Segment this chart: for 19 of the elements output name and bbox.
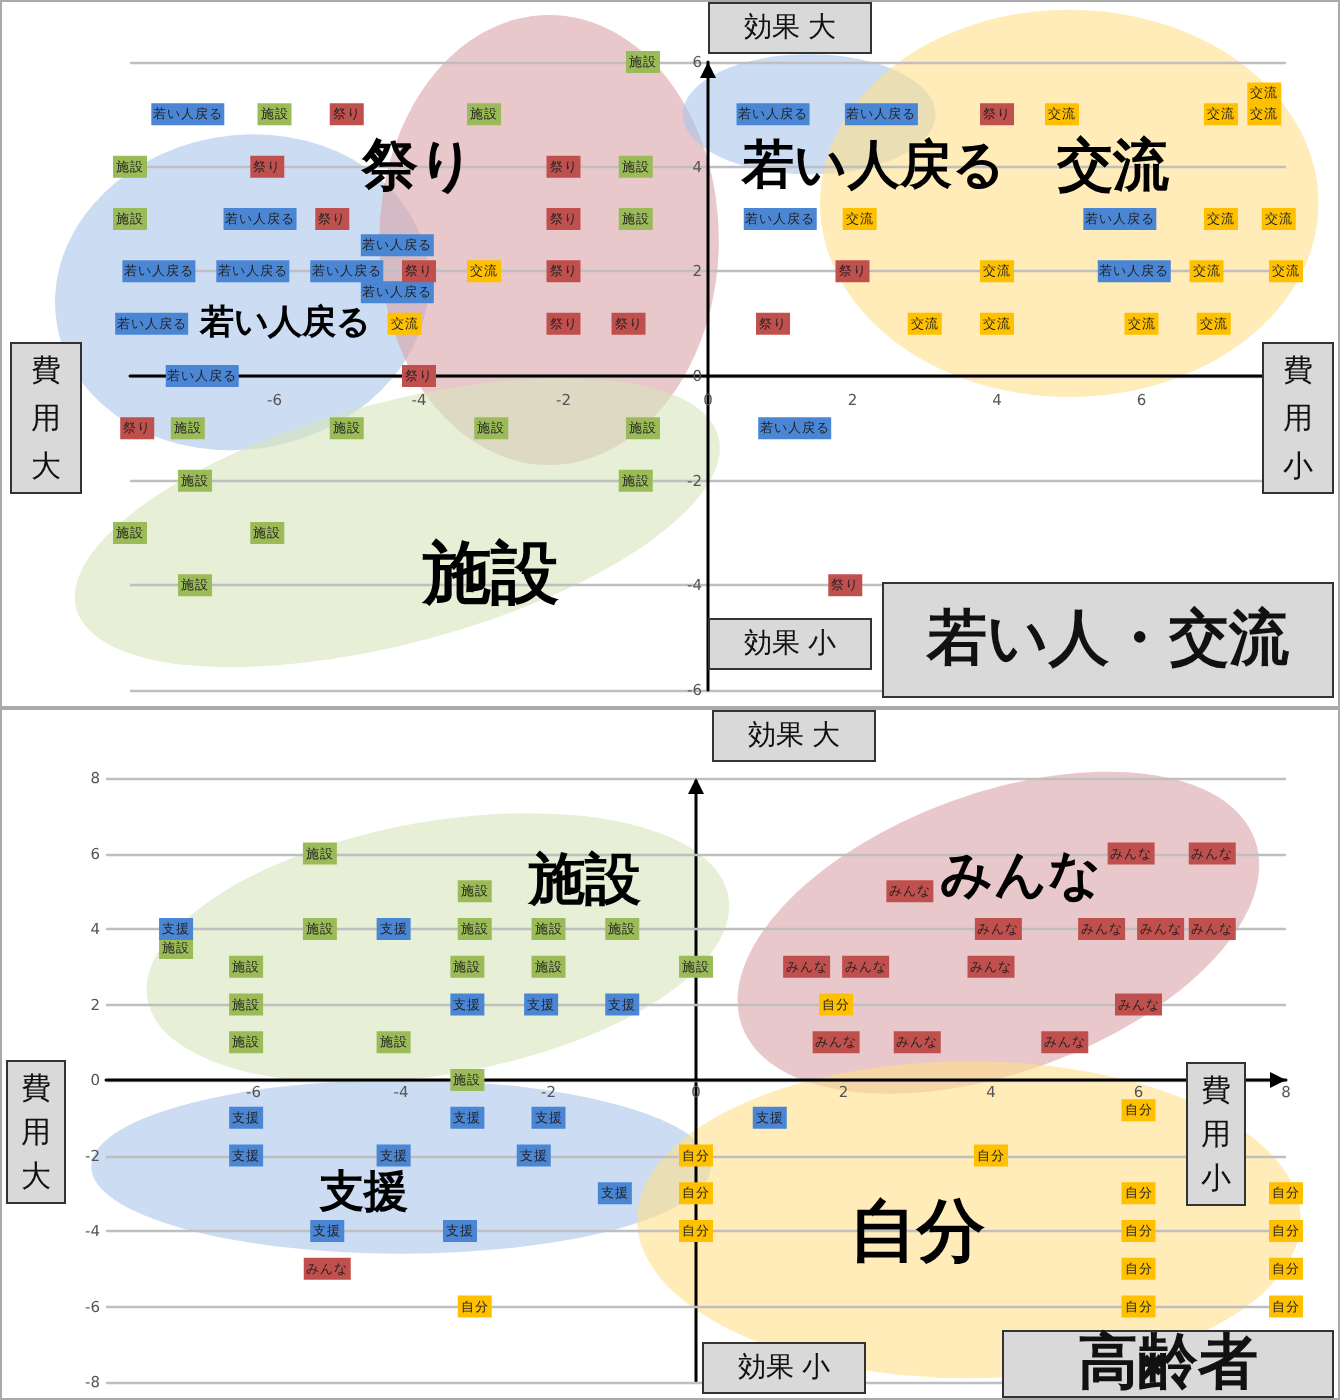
annotation: 施設 (423, 534, 560, 615)
annotation: 効果 小 (702, 1342, 866, 1394)
text: 高齢者 (1002, 1328, 1334, 1398)
annotation: みんな (939, 846, 1102, 907)
annotation: 施設 (529, 845, 642, 912)
text: 効果 大 (708, 2, 872, 54)
annotation: 効果 小 (708, 618, 872, 670)
annotation: 若い人戻る (742, 136, 1007, 197)
annotation: 若い人戻る (200, 302, 371, 343)
text: 費用大 (31, 352, 61, 484)
annotation: 交流 (1056, 132, 1169, 199)
annotation: 自分 (849, 1191, 986, 1271)
text: 若い人・交流 (882, 582, 1334, 698)
annotation: 費用小 (1283, 352, 1313, 484)
annotation: 費用小 (1201, 1072, 1231, 1196)
text: 効果 大 (712, 710, 876, 762)
text: 費用大 (21, 1070, 51, 1194)
annotation: 祭り (362, 132, 476, 199)
annotation: 支援 (320, 1167, 409, 1218)
